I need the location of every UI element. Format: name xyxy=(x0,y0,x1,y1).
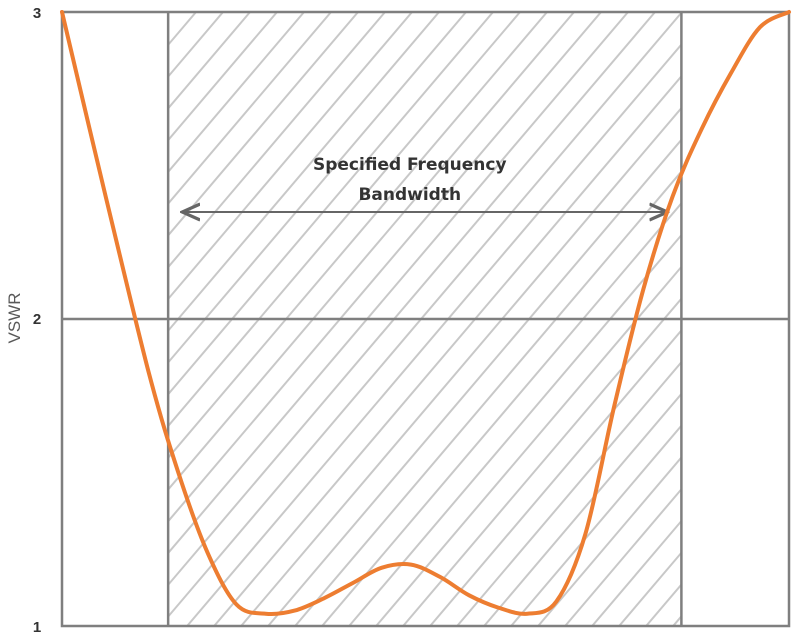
y-axis-label: VSWR xyxy=(5,293,24,344)
bandwidth-bounds xyxy=(166,12,683,626)
hatch-line xyxy=(509,424,682,626)
annotation-line-2: Bandwidth xyxy=(358,185,461,205)
hatch-line xyxy=(455,360,682,626)
annotation-line-1: Specified Frequency xyxy=(313,155,507,175)
hatch-line xyxy=(168,12,306,174)
hatch-line xyxy=(536,455,682,626)
hatch-line xyxy=(168,12,360,237)
hatch-line xyxy=(168,12,414,301)
vswr-curve xyxy=(60,10,791,617)
plot-frame xyxy=(60,10,791,628)
hatch-line xyxy=(428,328,682,626)
hatch-line xyxy=(168,12,252,110)
hatch-line xyxy=(168,12,387,269)
hatch-line xyxy=(563,487,682,626)
y-tick-3: 3 xyxy=(33,5,41,22)
vswr-series xyxy=(60,10,791,617)
hatch-line xyxy=(168,12,333,206)
hatch-line xyxy=(168,12,279,142)
y-tick-1: 1 xyxy=(33,619,41,636)
y-tick-labels: 1 2 3 xyxy=(33,5,41,636)
hatch-line xyxy=(590,519,682,626)
hatch-line xyxy=(482,392,682,626)
y-tick-2: 2 xyxy=(33,311,41,328)
hatch-line xyxy=(791,0,799,638)
